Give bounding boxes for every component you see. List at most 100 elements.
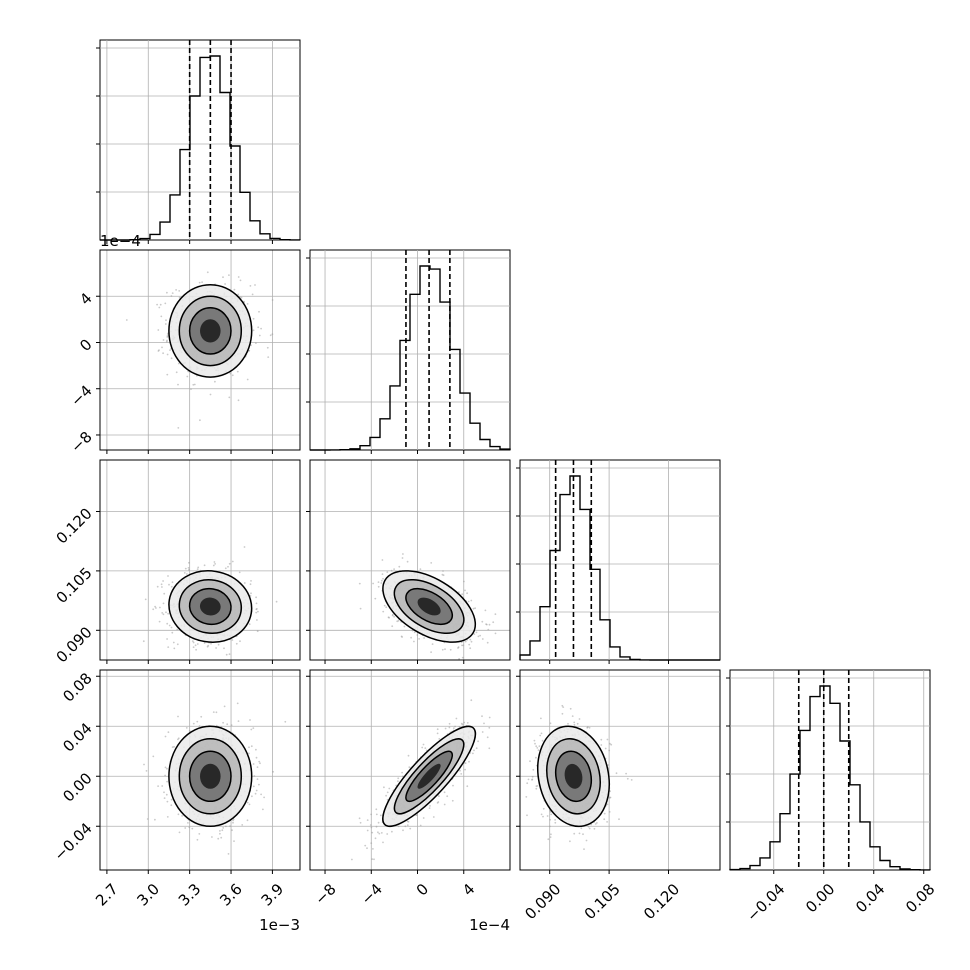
- sample-point: [157, 785, 160, 787]
- x-tick-label: −8: [311, 880, 339, 908]
- sample-point: [231, 639, 234, 641]
- sample-point: [423, 637, 425, 639]
- sample-point: [606, 803, 609, 806]
- sample-point: [161, 785, 164, 787]
- sample-point: [385, 606, 388, 609]
- panel-frame: [519, 669, 721, 871]
- sample-point: [214, 380, 216, 383]
- sample-point: [227, 853, 230, 855]
- x-tick-label: 0.08: [902, 880, 938, 916]
- sample-point: [222, 827, 225, 829]
- sample-point: [536, 747, 539, 749]
- sample-point: [166, 339, 168, 342]
- sample-point: [159, 303, 162, 306]
- sample-point: [407, 754, 410, 757]
- sample-point: [209, 393, 212, 396]
- panel-frame: [99, 459, 301, 661]
- sample-point: [166, 622, 169, 625]
- sample-point: [410, 636, 412, 639]
- sample-point: [249, 583, 252, 586]
- sample-point: [540, 813, 543, 816]
- panel-frame: [519, 459, 721, 661]
- sample-point: [249, 719, 251, 721]
- sample-point: [184, 827, 187, 829]
- sample-point: [258, 760, 261, 763]
- sample-point: [165, 611, 167, 614]
- sample-point: [160, 583, 163, 586]
- sample-point: [448, 726, 451, 729]
- sample-point: [449, 648, 452, 651]
- sample-point: [163, 797, 166, 799]
- sample-point: [206, 271, 209, 274]
- sample-point: [573, 721, 576, 724]
- sample-point: [266, 346, 269, 349]
- sample-point: [526, 814, 528, 817]
- sample-point: [383, 604, 386, 607]
- sample-point: [170, 804, 173, 807]
- sample-point: [168, 624, 171, 627]
- sample-point: [539, 734, 542, 737]
- sample-point: [255, 748, 257, 751]
- sample-point: [257, 326, 260, 329]
- sample-point: [252, 763, 255, 765]
- sample-point: [382, 841, 384, 844]
- sample-point: [525, 796, 528, 798]
- y-tick-label: 0.120: [53, 504, 96, 547]
- sample-point: [609, 742, 611, 745]
- scatter-panel-3-0: [96, 669, 301, 874]
- sample-point: [416, 814, 418, 816]
- sample-point: [196, 643, 199, 645]
- sample-point: [170, 295, 173, 297]
- sample-point: [255, 789, 258, 792]
- sample-point: [374, 597, 377, 600]
- sample-point: [225, 825, 227, 828]
- sample-point: [536, 785, 539, 787]
- sample-point: [481, 620, 484, 623]
- sample-point: [467, 600, 470, 603]
- sample-point: [259, 762, 261, 765]
- sample-point: [228, 396, 231, 399]
- histogram-line: [100, 55, 301, 241]
- sample-point: [470, 640, 473, 643]
- sample-point: [167, 646, 170, 648]
- sample-point: [163, 791, 165, 794]
- sample-point: [388, 616, 390, 619]
- panel-frame: [99, 669, 301, 871]
- sample-point: [587, 825, 590, 828]
- sample-point: [144, 598, 147, 601]
- sample-point: [164, 735, 167, 738]
- sample-point: [470, 699, 473, 702]
- sample-point: [472, 752, 474, 755]
- sample-point: [170, 798, 173, 801]
- sample-point: [213, 561, 216, 563]
- sample-point: [161, 612, 164, 614]
- sample-point: [240, 296, 243, 299]
- sample-point: [177, 813, 180, 816]
- sample-point: [422, 743, 425, 746]
- sample-point: [225, 653, 228, 656]
- sample-point: [188, 568, 190, 571]
- sample-point: [444, 648, 446, 651]
- sample-point: [477, 740, 479, 743]
- sample-point: [538, 745, 541, 748]
- y-tick-label: −8: [67, 428, 95, 456]
- sample-point: [159, 606, 161, 609]
- sample-point: [364, 844, 367, 847]
- sample-point: [561, 704, 564, 707]
- sample-point: [593, 827, 596, 830]
- sample-point: [196, 838, 199, 841]
- sample-point: [459, 769, 461, 772]
- sample-point: [172, 641, 175, 644]
- sample-point: [379, 814, 382, 817]
- y-tick-label: −4: [67, 382, 95, 410]
- x-tick-label: 3.0: [133, 880, 163, 910]
- sample-point: [443, 791, 446, 794]
- sample-point: [549, 836, 552, 838]
- sample-point: [436, 732, 439, 735]
- sample-point: [470, 599, 473, 602]
- scatter-panel-2-0: [96, 459, 301, 664]
- x-tick-label: 0.090: [521, 880, 564, 923]
- sample-point: [526, 782, 529, 785]
- sample-point: [537, 749, 540, 751]
- sample-point: [260, 793, 262, 796]
